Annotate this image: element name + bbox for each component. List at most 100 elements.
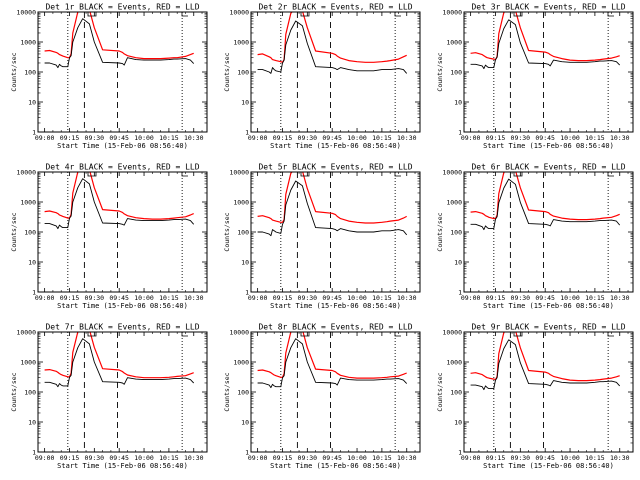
plot-frame bbox=[37, 11, 208, 133]
x-tick-label: 09:15 bbox=[273, 134, 293, 142]
x-tick-label: 09:00 bbox=[248, 454, 268, 462]
y-axis-label: Counts/sec bbox=[223, 52, 231, 91]
x-tick-label: 09:45 bbox=[322, 134, 342, 142]
y-axis-label: Counts/sec bbox=[10, 52, 18, 91]
y-tick-label: 100 bbox=[237, 388, 249, 396]
x-tick-label: 09:45 bbox=[322, 294, 342, 302]
y-tick-label: 10 bbox=[454, 258, 462, 266]
attenuator-marker bbox=[607, 172, 614, 177]
x-tick-label: 09:15 bbox=[273, 454, 293, 462]
x-tick-label: 09:45 bbox=[535, 134, 555, 142]
series-lld bbox=[44, 172, 194, 220]
attenuator-marker bbox=[181, 332, 188, 337]
x-axis-label: Start Time (15-Feb-06 08:56:40) bbox=[57, 142, 188, 150]
y-tick-label: 1 bbox=[245, 128, 249, 136]
plot-frame bbox=[463, 331, 634, 453]
y-axis-label: Counts/sec bbox=[10, 372, 18, 411]
series-events bbox=[470, 178, 621, 231]
y-tick-label: 1000 bbox=[233, 358, 249, 366]
chart-title: Det 8r BLACK = Events, RED = LLD bbox=[258, 323, 412, 332]
x-tick-label: 09:15 bbox=[273, 294, 293, 302]
attenuator-marker bbox=[181, 12, 188, 17]
x-tick-label: 09:45 bbox=[535, 294, 555, 302]
y-tick-label: 10 bbox=[454, 98, 462, 106]
panel-det-7: Det 7r BLACK = Events, RED = LLD Counts/s… bbox=[10, 323, 208, 470]
series-events bbox=[257, 338, 408, 389]
chart-title: Det 7r BLACK = Events, RED = LLD bbox=[45, 323, 199, 332]
y-axis-label: Counts/sec bbox=[436, 372, 444, 411]
x-tick-label: 10:15 bbox=[585, 454, 605, 462]
series-lld bbox=[470, 172, 620, 221]
x-tick-label: 10:30 bbox=[397, 134, 417, 142]
y-tick-label: 1 bbox=[458, 288, 462, 296]
panel-det-8: Det 8r BLACK = Events, RED = LLD Counts/s… bbox=[223, 323, 421, 470]
x-axis-label: Start Time (15-Feb-06 08:56:40) bbox=[270, 302, 401, 310]
x-tick-label: 09:30 bbox=[298, 294, 318, 302]
series-events bbox=[44, 338, 195, 388]
x-tick-label: 09:30 bbox=[511, 294, 531, 302]
panel-det-4: Det 4r BLACK = Events, RED = LLD Counts/s… bbox=[10, 163, 208, 310]
x-tick-label: 10:15 bbox=[159, 134, 179, 142]
x-tick-label: 09:30 bbox=[85, 134, 105, 142]
x-tick-label: 10:15 bbox=[585, 294, 605, 302]
series-events bbox=[257, 180, 408, 237]
x-axis-label: Start Time (15-Feb-06 08:56:40) bbox=[270, 462, 401, 470]
x-tick-label: 09:30 bbox=[298, 454, 318, 462]
panel-det-2: Det 2r BLACK = Events, RED = LLD Counts/s… bbox=[223, 3, 421, 150]
x-tick-label: 10:30 bbox=[184, 134, 204, 142]
plot-frame bbox=[250, 171, 421, 293]
y-tick-label: 1000 bbox=[20, 198, 36, 206]
attenuator-marker bbox=[394, 332, 401, 337]
x-tick-label: 10:00 bbox=[347, 454, 367, 462]
y-tick-label: 10000 bbox=[16, 8, 36, 16]
series-lld bbox=[470, 12, 620, 62]
series-lld bbox=[257, 12, 407, 63]
chart-title: Det 3r BLACK = Events, RED = LLD bbox=[471, 3, 625, 12]
y-tick-label: 1000 bbox=[233, 198, 249, 206]
attenuator-marker bbox=[607, 332, 614, 337]
y-tick-label: 10000 bbox=[442, 168, 462, 176]
x-tick-label: 09:00 bbox=[461, 294, 481, 302]
x-tick-label: 10:30 bbox=[397, 454, 417, 462]
series-lld bbox=[257, 332, 407, 379]
y-tick-label: 10000 bbox=[16, 328, 36, 336]
x-tick-label: 09:15 bbox=[486, 134, 506, 142]
x-tick-label: 09:00 bbox=[461, 454, 481, 462]
x-axis-label: Start Time (15-Feb-06 08:56:40) bbox=[483, 142, 614, 150]
y-tick-label: 10000 bbox=[229, 328, 249, 336]
x-tick-label: 09:30 bbox=[511, 134, 531, 142]
y-tick-label: 100 bbox=[450, 68, 462, 76]
x-tick-label: 10:30 bbox=[610, 294, 630, 302]
y-tick-label: 1 bbox=[32, 448, 36, 456]
y-tick-label: 100 bbox=[237, 228, 249, 236]
x-tick-label: 09:00 bbox=[35, 134, 55, 142]
y-tick-label: 1000 bbox=[20, 38, 36, 46]
x-axis-label: Start Time (15-Feb-06 08:56:40) bbox=[57, 302, 188, 310]
attenuator-marker bbox=[300, 172, 310, 177]
chart-title: Det 6r BLACK = Events, RED = LLD bbox=[471, 163, 625, 172]
x-tick-label: 10:00 bbox=[134, 454, 154, 462]
series-lld bbox=[470, 332, 620, 382]
panel-det-3: Det 3r BLACK = Events, RED = LLD Counts/s… bbox=[436, 3, 634, 150]
y-tick-label: 10 bbox=[454, 418, 462, 426]
y-axis-label: Counts/sec bbox=[436, 52, 444, 91]
chart-title: Det 5r BLACK = Events, RED = LLD bbox=[258, 163, 412, 172]
attenuator-marker bbox=[87, 12, 97, 17]
x-axis-label: Start Time (15-Feb-06 08:56:40) bbox=[483, 462, 614, 470]
y-tick-label: 10 bbox=[28, 98, 36, 106]
attenuator-marker bbox=[300, 332, 310, 337]
x-tick-label: 09:45 bbox=[109, 294, 129, 302]
x-tick-label: 09:15 bbox=[60, 134, 80, 142]
attenuator-marker bbox=[87, 332, 97, 337]
x-tick-label: 10:00 bbox=[134, 134, 154, 142]
x-tick-label: 10:15 bbox=[372, 454, 392, 462]
series-events bbox=[470, 19, 621, 70]
chart-title: Det 1r BLACK = Events, RED = LLD bbox=[45, 3, 199, 12]
x-tick-label: 09:00 bbox=[248, 294, 268, 302]
x-tick-label: 10:30 bbox=[397, 294, 417, 302]
plot-frame bbox=[463, 11, 634, 133]
series-lld bbox=[257, 172, 407, 224]
y-axis-label: Counts/sec bbox=[223, 212, 231, 251]
x-tick-label: 09:00 bbox=[248, 134, 268, 142]
